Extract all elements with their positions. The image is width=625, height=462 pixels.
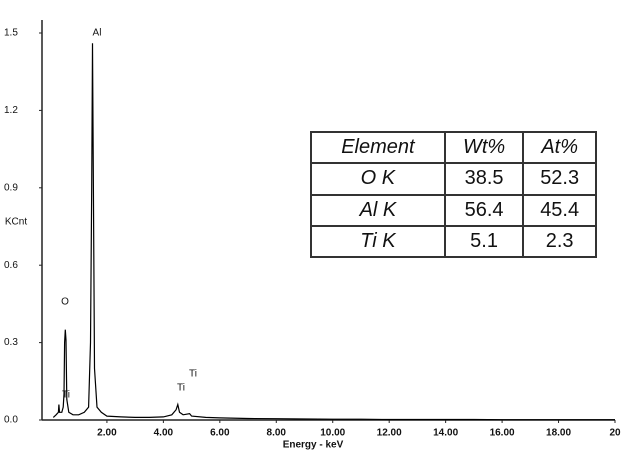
x-tick-label: 10.00 — [320, 428, 345, 439]
y-tick-label: 0.3 — [4, 337, 18, 348]
table-row: Element Wt% At% — [310, 130, 597, 165]
table-row: O K 38.5 52.3 — [310, 162, 597, 196]
y-tick-label: 0.6 — [4, 260, 18, 271]
x-axis-label: Energy - keV — [283, 440, 344, 451]
y-tick-label: 0.0 — [4, 415, 18, 426]
table-cell: 2.3 — [522, 224, 597, 259]
y-tick-label: 1.2 — [4, 105, 18, 116]
x-tick-label: 12.00 — [377, 428, 402, 439]
table-cell: 45.4 — [522, 193, 597, 227]
x-tick-label: 20 — [609, 428, 621, 439]
table-cell: 5.1 — [443, 224, 525, 259]
peak-label: Ti — [62, 390, 70, 401]
peak-label: Ti — [189, 369, 197, 380]
table-cell: O K — [310, 162, 446, 196]
spectrum-line — [52, 43, 615, 421]
results-table: Element Wt% At% O K 38.5 52.3 Al K 56.4 45.4 Ti K… — [310, 130, 597, 259]
table-row: Ti K 5.1 2.3 — [310, 224, 597, 259]
y-tick-label: 1.5 — [4, 28, 18, 39]
table-row: Al K 56.4 45.4 — [310, 193, 597, 227]
table-cell: 38.5 — [443, 162, 525, 196]
table-cell: Element — [310, 130, 446, 165]
x-tick-label: 8.00 — [267, 428, 287, 439]
x-tick-label: 6.00 — [210, 428, 230, 439]
table-cell: Ti K — [310, 224, 446, 259]
x-tick-label: 16.00 — [490, 428, 515, 439]
peak-label: Al — [93, 28, 102, 39]
y-tick-label: 0.9 — [4, 182, 18, 193]
table-cell: At% — [522, 130, 597, 165]
x-tick-label: 2.00 — [97, 428, 117, 439]
table-cell: Al K — [310, 193, 446, 227]
peak-label: Ti — [177, 383, 185, 394]
x-tick-label: 14.00 — [433, 428, 458, 439]
table-cell: 56.4 — [443, 193, 525, 227]
x-tick-label: 18.00 — [546, 428, 571, 439]
table-cell: 52.3 — [522, 162, 597, 196]
peak-label: O — [61, 297, 69, 308]
x-tick-label: 4.00 — [154, 428, 174, 439]
table-cell: Wt% — [443, 130, 525, 165]
y-axis-label: KCnt — [5, 217, 27, 228]
